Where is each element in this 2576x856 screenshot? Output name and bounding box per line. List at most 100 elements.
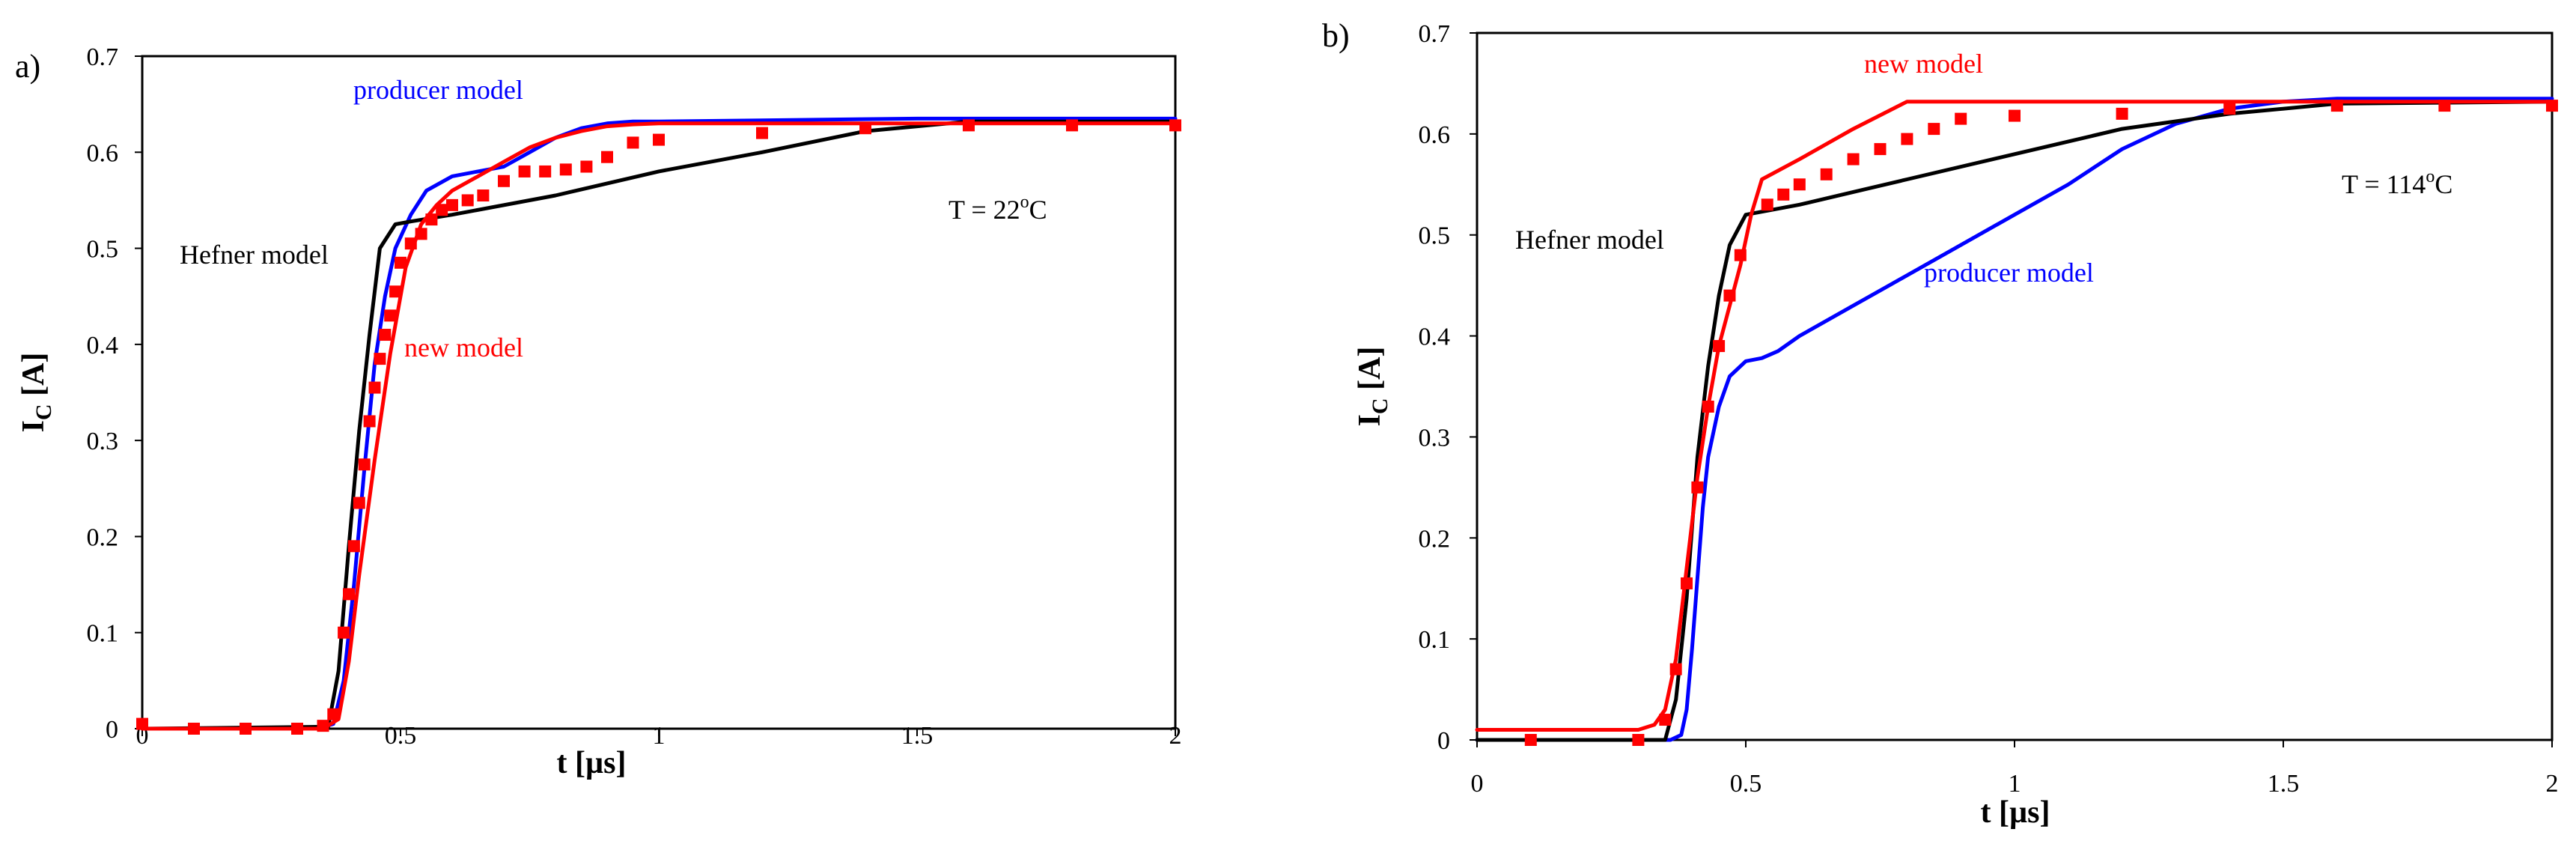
data-point-measured-a-9 — [353, 497, 365, 509]
y-tick-label-a-0: 0 — [106, 716, 118, 744]
data-point-measured-a-22 — [446, 198, 458, 211]
data-point-measured-b-18 — [1955, 112, 1967, 125]
data-point-measured-a-32 — [653, 133, 665, 146]
x-tick-label-b-3: 1.5 — [2268, 770, 2300, 798]
series-line-producer-model-b — [1475, 97, 2554, 742]
data-point-measured-b-16 — [1901, 133, 1913, 145]
data-point-measured-a-11 — [363, 415, 376, 428]
x-tick-label-a-4: 2 — [1169, 722, 1182, 750]
data-point-measured-b-3 — [1669, 663, 1682, 676]
data-point-measured-a-18 — [404, 237, 417, 250]
data-point-measured-a-20 — [425, 213, 438, 226]
annotation-new-model-a: new model — [404, 333, 523, 362]
temperature-label-b: T = 114oC — [2342, 167, 2452, 199]
data-point-measured-b-22 — [2330, 100, 2343, 112]
data-point-measured-a-23 — [461, 194, 474, 207]
data-point-measured-a-6 — [338, 626, 350, 639]
annotation-producer-model-a: producer model — [353, 75, 523, 105]
data-point-measured-b-24 — [2546, 100, 2558, 112]
series-line-new-model-a — [140, 121, 1178, 731]
data-point-measured-b-12 — [1793, 178, 1806, 191]
data-point-measured-b-20 — [2116, 107, 2128, 120]
y-tick-label-a-7: 0.7 — [87, 43, 119, 71]
data-point-measured-a-21 — [436, 204, 448, 216]
data-point-measured-a-10 — [358, 458, 371, 471]
data-point-measured-b-2 — [1659, 714, 1672, 726]
y-tick-label-b-7: 0.7 — [1419, 20, 1451, 48]
data-point-measured-a-35 — [963, 119, 975, 132]
series-group-a — [136, 116, 1181, 735]
data-point-measured-a-0 — [136, 717, 148, 730]
panel-label-b: b) — [1322, 17, 1350, 54]
y-tick-label-a-2: 0.2 — [87, 523, 119, 551]
data-point-measured-a-12 — [368, 381, 381, 394]
x-tick-label-b-0: 0 — [1471, 770, 1484, 798]
data-point-measured-a-1 — [188, 723, 200, 735]
data-point-measured-a-8 — [347, 540, 360, 553]
axes-b: 0 0.1 0.2 0.3 0.4 0.5 0.6 0.7 0 0.5 1 1.5 2 — [1419, 20, 2559, 798]
data-point-measured-b-14 — [1847, 153, 1860, 166]
data-point-measured-b-9 — [1734, 249, 1747, 261]
panel-label-a: a) — [15, 48, 40, 85]
data-point-measured-b-0 — [1524, 734, 1537, 746]
y-tick-label-a-4: 0.4 — [87, 332, 119, 359]
annotation-hefner-model-a: Hefner model — [180, 240, 329, 270]
x-tick-label-b-2: 1 — [2009, 770, 2021, 798]
annotation-hefner-model-b: Hefner model — [1515, 225, 1664, 255]
data-point-measured-b-8 — [1723, 289, 1736, 302]
data-point-measured-b-5 — [1691, 481, 1704, 494]
data-point-measured-b-10 — [1761, 198, 1773, 211]
data-point-measured-b-17 — [1928, 123, 1940, 136]
x-tick-label-b-4: 2 — [2546, 770, 2559, 798]
temperature-label-a: T = 22oC — [949, 192, 1047, 225]
chart-panel-b: b) 0 0.1 0.2 0.3 0.4 0.5 0.6 0.7 0 0.5 1 1.5 2 new m… — [1322, 17, 2559, 830]
y-tick-label-a-1: 0.1 — [87, 620, 119, 648]
plot-frame-b — [1476, 31, 2554, 741]
series-group-b — [1475, 97, 2558, 746]
data-point-measured-a-28 — [559, 163, 572, 176]
y-tick-label-b-6: 0.6 — [1419, 121, 1451, 149]
y-tick-label-b-1: 0.1 — [1419, 626, 1451, 654]
data-point-measured-a-30 — [601, 151, 613, 163]
x-tick-label-a-1: 0.5 — [385, 722, 417, 750]
data-point-measured-a-33 — [756, 127, 768, 139]
data-point-measured-a-37 — [1169, 119, 1181, 132]
data-point-measured-a-31 — [627, 136, 639, 149]
data-point-measured-a-17 — [395, 256, 407, 269]
annotation-producer-model-b: producer model — [1924, 258, 2094, 288]
data-point-measured-a-36 — [1066, 119, 1078, 132]
data-point-measured-a-15 — [384, 309, 397, 322]
y-tick-label-b-3: 0.3 — [1419, 424, 1451, 452]
y-axis-title-a: IC [A] — [16, 353, 56, 433]
x-axis-title-a: t [µs] — [556, 746, 626, 780]
data-point-measured-a-25 — [498, 174, 510, 187]
x-tick-label-a-2: 1 — [653, 722, 666, 750]
data-point-measured-b-7 — [1713, 340, 1726, 353]
data-point-measured-b-15 — [1874, 143, 1887, 156]
x-tick-label-a-3: 1.5 — [901, 722, 934, 750]
data-point-measured-b-4 — [1681, 577, 1693, 589]
x-axis-title-b: t [µs] — [1980, 795, 2050, 830]
data-point-measured-b-11 — [1777, 188, 1790, 201]
data-point-measured-a-13 — [374, 353, 386, 365]
data-point-measured-a-2 — [240, 723, 252, 735]
y-axis-title-b: IC [A] — [1353, 347, 1392, 427]
y-tick-label-a-3: 0.3 — [87, 428, 119, 455]
data-point-measured-a-5 — [327, 708, 340, 720]
annotation-new-model-b: new model — [1864, 49, 1983, 79]
plot-frame-a — [141, 55, 1177, 730]
chart-panel-a: a) 00.10.20.30.40.50.60.70 0.5 1 1.5 2 produ… — [15, 43, 1182, 780]
series-line-hefner-model-a — [140, 119, 1178, 731]
data-point-measured-a-3 — [291, 723, 303, 735]
data-point-measured-a-34 — [859, 122, 871, 135]
data-point-measured-a-16 — [389, 285, 402, 298]
data-point-measured-b-1 — [1632, 734, 1645, 746]
data-point-measured-b-13 — [1820, 168, 1833, 180]
axes-a: 00.10.20.30.40.50.60.70 0.5 1 1.5 2 — [87, 43, 1182, 750]
series-line-hefner-model-b — [1475, 100, 2554, 742]
y-tick-label-b-2: 0.2 — [1419, 525, 1451, 553]
x-tick-label-b-1: 0.5 — [1730, 770, 1762, 798]
data-point-measured-a-7 — [343, 588, 355, 601]
data-point-measured-a-24 — [477, 189, 490, 202]
